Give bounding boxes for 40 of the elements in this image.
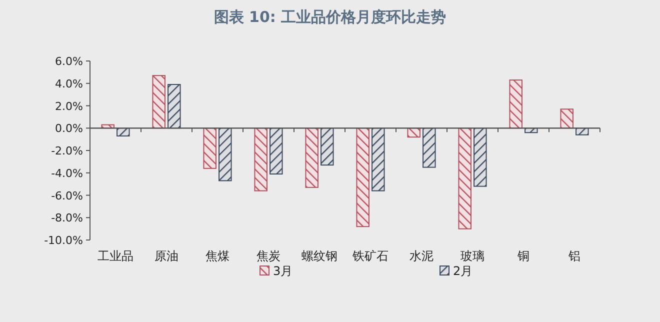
bar bbox=[407, 128, 420, 138]
bar bbox=[270, 128, 283, 174]
bar bbox=[356, 128, 370, 228]
bar bbox=[576, 128, 589, 136]
y-tick-label: -2.0% bbox=[51, 144, 83, 158]
y-tick-label: -4.0% bbox=[51, 166, 83, 180]
y-tick-label: -8.0% bbox=[51, 212, 83, 225]
bar bbox=[168, 84, 181, 129]
x-tick-label: 铁矿石 bbox=[352, 249, 388, 263]
bar bbox=[116, 128, 130, 136]
x-tick-label: 原油 bbox=[154, 249, 178, 263]
x-tick-label: 焦煤 bbox=[206, 249, 230, 263]
legend-label: 2月 bbox=[453, 264, 473, 278]
x-tick-label: 水泥 bbox=[410, 249, 434, 263]
bar bbox=[305, 128, 318, 188]
bar bbox=[372, 128, 385, 192]
x-tick-label: 工业品 bbox=[98, 249, 134, 263]
bar bbox=[474, 128, 487, 187]
x-tick-label: 焦炭 bbox=[256, 249, 280, 263]
bar bbox=[320, 128, 334, 166]
bar bbox=[422, 128, 436, 168]
x-tick-label: 铜 bbox=[516, 249, 530, 263]
legend-label: 3月 bbox=[273, 264, 293, 278]
y-tick-label: -10.0% bbox=[44, 234, 83, 247]
x-tick-label: 玻璃 bbox=[460, 249, 484, 263]
x-tick-label: 螺纹钢 bbox=[302, 249, 338, 263]
bar bbox=[509, 80, 522, 129]
bar bbox=[254, 128, 268, 192]
bar bbox=[152, 75, 166, 129]
bar bbox=[458, 128, 472, 230]
bar bbox=[218, 128, 232, 182]
bar bbox=[560, 108, 574, 129]
chart-title: 图表 10: 工业品价格月度环比走势 bbox=[214, 8, 446, 26]
y-tick-label: 2.0% bbox=[55, 100, 83, 113]
y-tick-label: 6.0% bbox=[55, 55, 83, 68]
y-tick-label: 4.0% bbox=[55, 77, 83, 90]
bar bbox=[203, 128, 216, 169]
x-tick-label: 铝 bbox=[568, 249, 580, 263]
y-tick-label: -6.0% bbox=[51, 189, 83, 202]
y-tick-label: 0.0% bbox=[55, 122, 83, 136]
